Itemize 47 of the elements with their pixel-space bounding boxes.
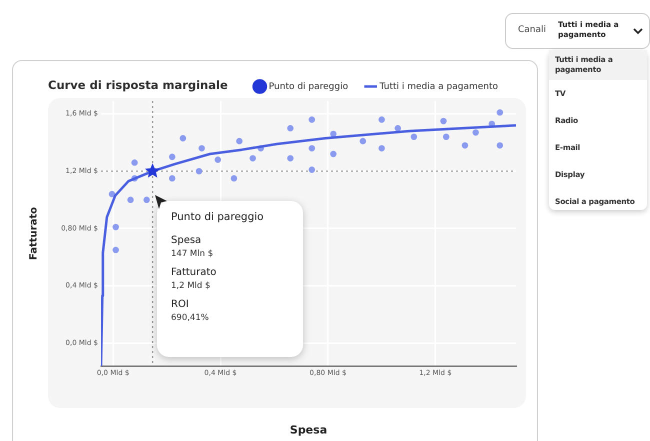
point <box>143 196 150 204</box>
annotation: 690,41% <box>171 313 210 323</box>
point <box>378 145 385 152</box>
point <box>496 142 504 149</box>
point <box>308 145 316 152</box>
point <box>198 145 205 152</box>
point <box>440 118 447 124</box>
point <box>168 154 176 160</box>
point <box>330 130 337 138</box>
point <box>180 135 186 142</box>
point <box>250 155 256 162</box>
point <box>131 159 138 166</box>
point <box>108 190 116 198</box>
point <box>112 224 119 230</box>
point <box>472 129 479 136</box>
annotation: 147 Mln $ <box>171 249 214 259</box>
annotation: Fatturato <box>171 267 218 278</box>
point <box>168 175 176 182</box>
x-axis-title: Spesa <box>290 423 328 436</box>
legend-label: Tutti i media a pagamento <box>378 82 498 92</box>
legend-label: Punto di pareggio <box>268 82 349 92</box>
annotation: Spesa <box>171 235 202 246</box>
annotation: ROI <box>171 299 190 310</box>
point <box>214 156 222 163</box>
point <box>308 166 316 173</box>
point <box>462 142 468 149</box>
point <box>127 196 134 204</box>
point <box>442 134 450 140</box>
y-axis-title: Fatturato <box>28 206 40 260</box>
point <box>287 155 294 162</box>
text: Canali <box>518 25 546 35</box>
point <box>410 134 418 140</box>
point <box>360 138 366 144</box>
point <box>394 125 402 132</box>
point <box>308 116 316 123</box>
annotation: 1,2 Mld $ <box>171 281 212 291</box>
point <box>287 125 294 132</box>
annotation: Punto di pareggio <box>171 211 265 223</box>
point <box>496 109 504 116</box>
point <box>236 138 243 144</box>
point <box>378 116 385 123</box>
chart-title: Curve di risposta marginale <box>48 78 228 92</box>
point <box>144 163 160 178</box>
point <box>230 175 238 182</box>
point <box>196 168 202 174</box>
point <box>112 246 119 254</box>
point <box>330 150 337 158</box>
